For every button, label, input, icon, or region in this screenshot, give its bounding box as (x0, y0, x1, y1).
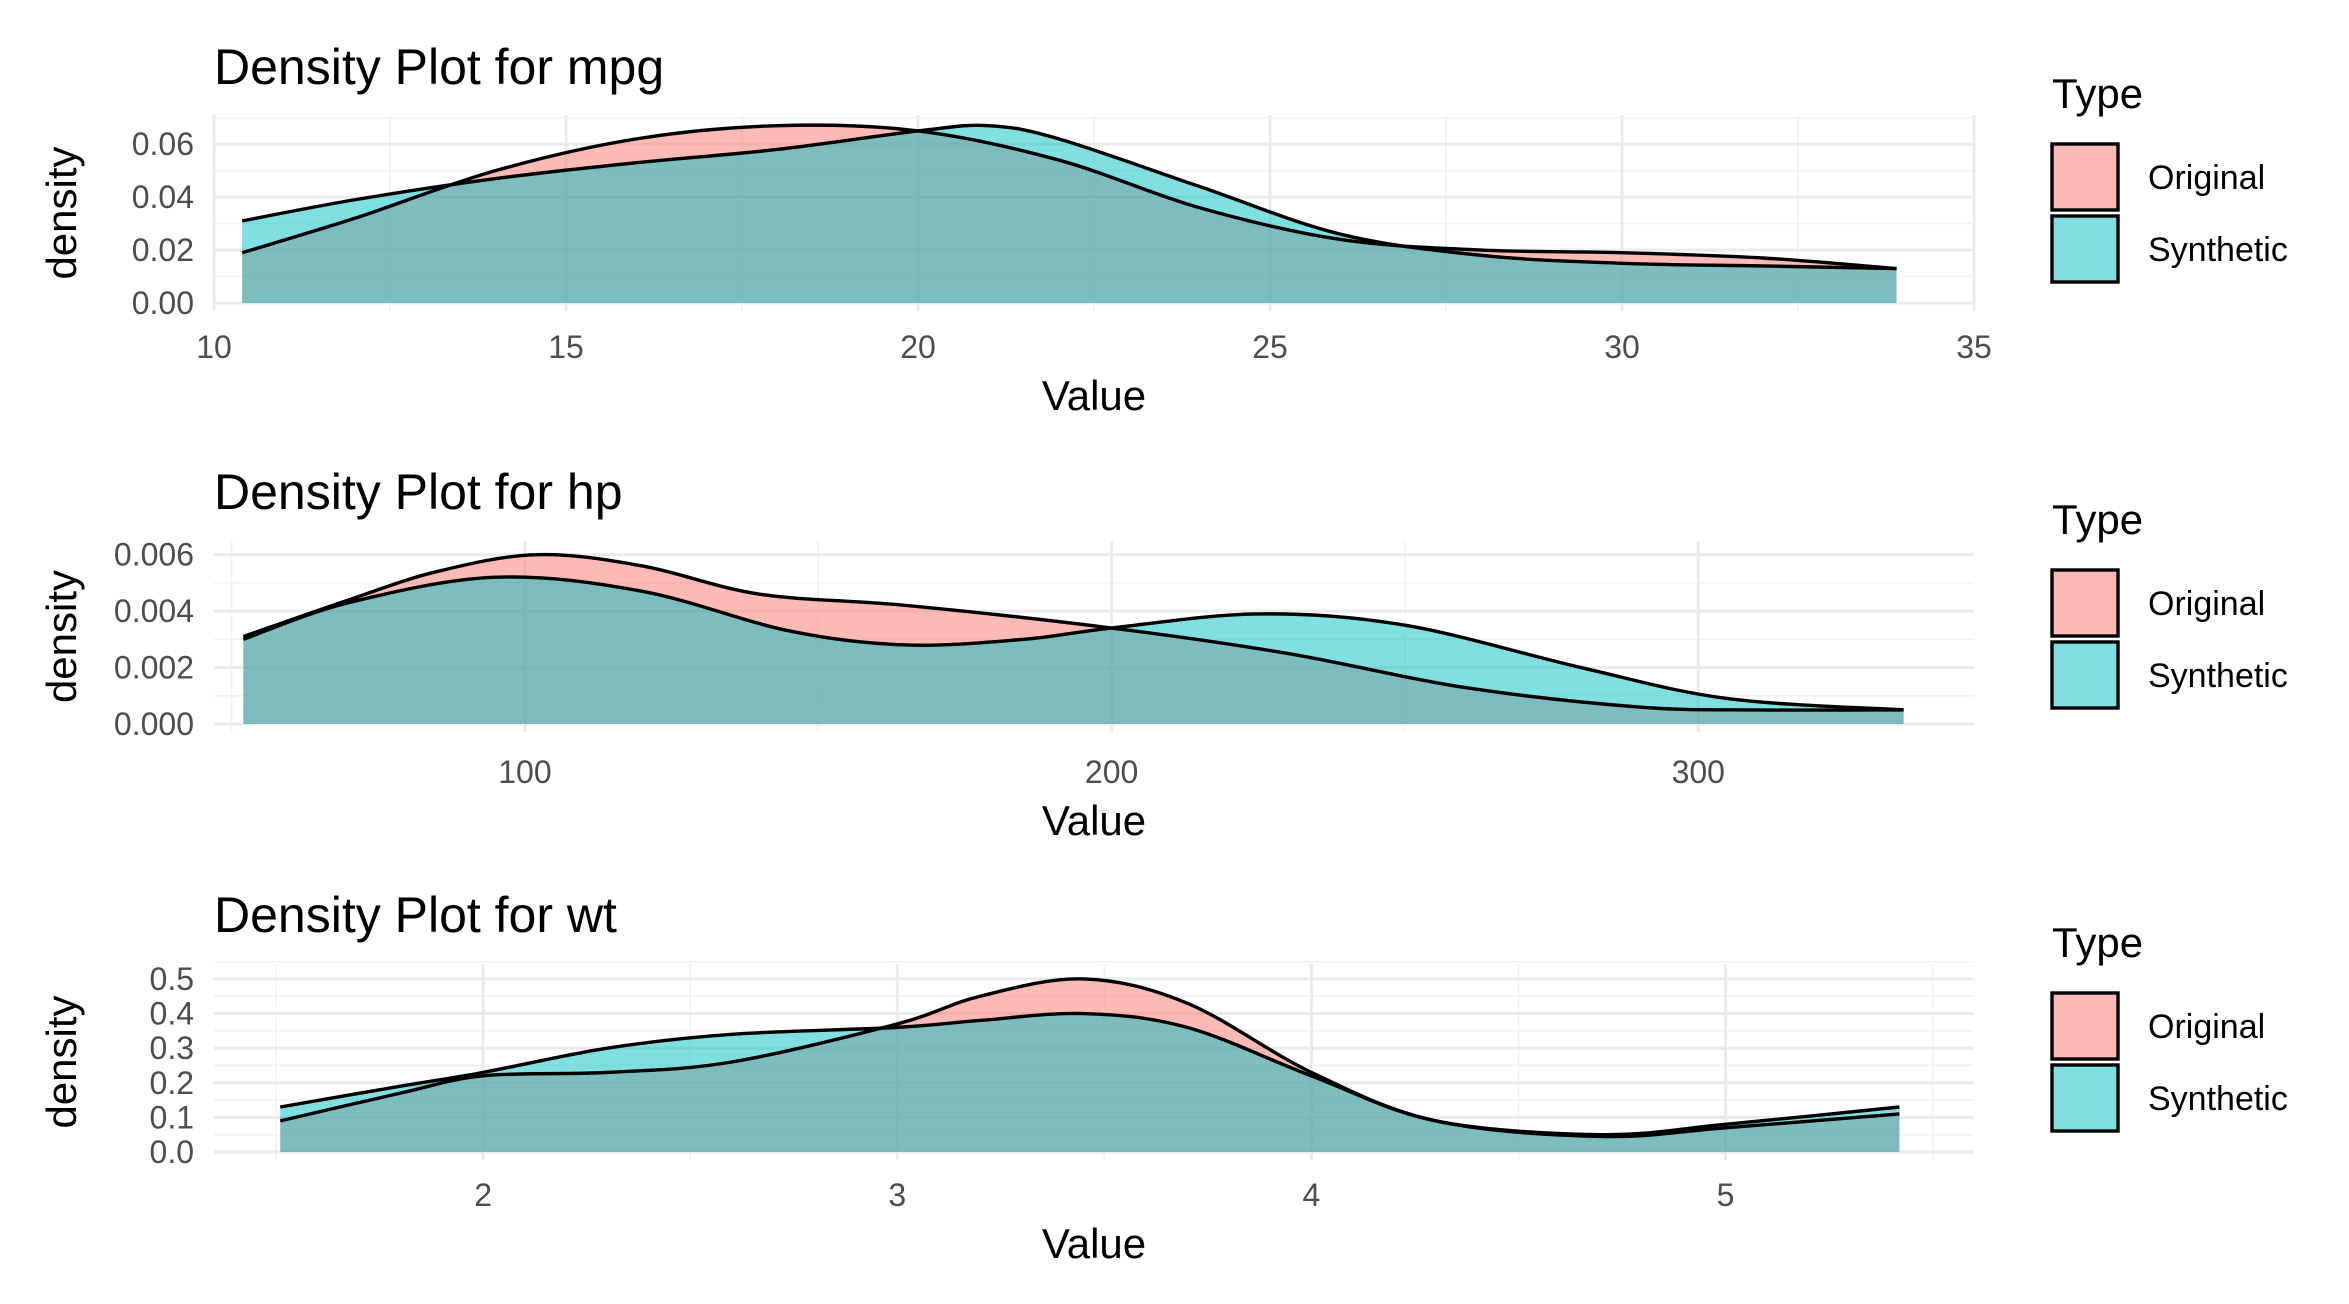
x-tick-label: 35 (1956, 329, 1992, 365)
chart-title: Density Plot for mpg (214, 39, 664, 95)
density-line-synthetic (242, 575, 1904, 712)
x-tick-label: 20 (900, 329, 936, 365)
y-axis-title: density (38, 995, 85, 1128)
x-tick-label: 5 (1717, 1177, 1735, 1213)
x-axis-title: Value (1042, 797, 1146, 844)
x-tick-label: 10 (196, 329, 232, 365)
x-tick-label: 3 (888, 1177, 906, 1213)
y-tick-label: 0.3 (150, 1030, 194, 1066)
density-line-synthetic (279, 1011, 1900, 1137)
y-tick-label: 0.2 (150, 1065, 194, 1101)
chart-title: Density Plot for hp (214, 464, 623, 520)
y-tick-label: 0.04 (132, 179, 194, 215)
y-tick-label: 0.004 (114, 593, 194, 629)
legend-key-original (2050, 568, 2120, 638)
legend-key-synthetic (2050, 1063, 2120, 1133)
legend: Type Original Synthetic (2050, 70, 2288, 284)
x-tick-label: 100 (498, 754, 551, 790)
legend-label-synthetic: Synthetic (2148, 1080, 2288, 1118)
y-tick-label: 0.1 (150, 1099, 194, 1135)
legend-title: Type (2052, 496, 2143, 543)
y-tick-label: 0.00 (132, 285, 194, 321)
y-tick-label: 0.006 (114, 537, 194, 573)
y-tick-label: 0.0 (150, 1134, 194, 1170)
y-tick-label: 0.06 (132, 126, 194, 162)
x-tick-label: 200 (1085, 754, 1138, 790)
x-tick-label: 30 (1604, 329, 1640, 365)
density-panel-1: Density Plot for hp 100 200 300 0.000 0.002 0.… (38, 464, 2288, 844)
x-tick-label: 4 (1303, 1177, 1321, 1213)
density-line-original (242, 552, 1904, 712)
x-tick-label: 2 (474, 1177, 492, 1213)
density-line-synthetic (241, 123, 1897, 271)
legend-title: Type (2052, 919, 2143, 966)
legend-key-synthetic (2050, 214, 2120, 284)
legend-title: Type (2052, 70, 2143, 117)
x-tick-label: 300 (1672, 754, 1725, 790)
density-line-original (279, 977, 1900, 1139)
legend-label-original: Original (2148, 1008, 2265, 1046)
x-tick-label: 15 (548, 329, 584, 365)
density-panel-2: Density Plot for wt 2 3 4 5 0.00.10.20.30.40.… (38, 887, 2288, 1267)
y-tick-label: 0.002 (114, 650, 194, 686)
legend-label-synthetic: Synthetic (2148, 657, 2288, 695)
x-axis-title: Value (1042, 1220, 1146, 1267)
legend-label-original: Original (2148, 159, 2265, 197)
density-panel-0: Density Plot for mpg 10 15 20 25 30 35 0.00 0.02… (38, 39, 2288, 419)
legend: Type Original Synthetic (2050, 919, 2288, 1133)
y-tick-label: 0.4 (150, 996, 194, 1032)
y-tick-label: 0.000 (114, 706, 194, 742)
legend-label-original: Original (2148, 585, 2265, 623)
chart-title: Density Plot for wt (214, 887, 617, 943)
density-area-synthetic (280, 1013, 1900, 1152)
y-axis-title: density (38, 570, 85, 703)
density-area-synthetic (243, 576, 1904, 724)
legend-key-original (2050, 991, 2120, 1061)
density-area-synthetic (242, 125, 1897, 303)
legend-key-original (2050, 142, 2120, 212)
x-axis-title: Value (1042, 372, 1146, 419)
legend-label-synthetic: Synthetic (2148, 231, 2288, 269)
density-line-original (241, 123, 1897, 271)
y-axis-title: density (38, 146, 85, 279)
legend: Type Original Synthetic (2050, 496, 2288, 710)
legend-key-synthetic (2050, 640, 2120, 710)
x-tick-label: 25 (1252, 329, 1288, 365)
y-tick-label: 0.5 (150, 961, 194, 997)
y-tick-label: 0.02 (132, 232, 194, 268)
